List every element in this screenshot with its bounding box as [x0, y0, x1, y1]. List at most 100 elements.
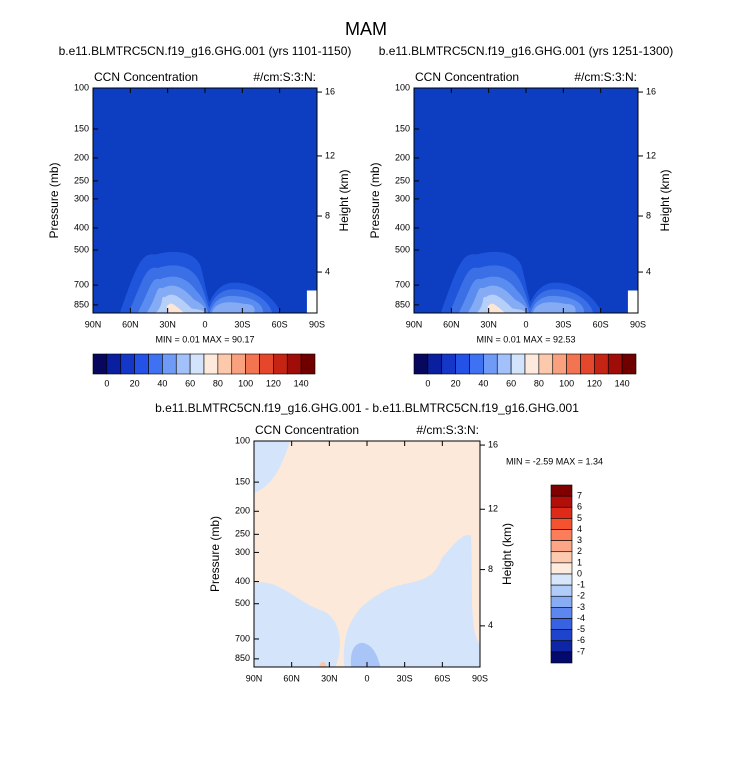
- colorbar-box: [175, 353, 191, 375]
- y2-tick-label: 16: [646, 86, 656, 96]
- colorbar-label: 100: [559, 378, 574, 388]
- y-tick-label: 200: [395, 152, 410, 162]
- contour-fill: [414, 88, 638, 313]
- stats: MIN = 0.01 MAX = 90.17: [155, 334, 254, 344]
- colorbar-label: 1: [577, 557, 582, 567]
- right-label: #/cm:S:3:N:: [253, 70, 316, 84]
- colorbar-box: [538, 353, 554, 375]
- y-tick-label: 300: [235, 547, 250, 557]
- contour-band: [532, 302, 576, 313]
- colorbar-label: 100: [238, 378, 253, 388]
- x-tick-label: 0: [202, 319, 207, 329]
- contour-fill: [93, 88, 317, 313]
- x-tick-label: 90N: [85, 319, 102, 329]
- y-tick-label: 400: [395, 222, 410, 232]
- colorbar-box: [203, 353, 219, 375]
- y-tick-label: 850: [395, 299, 410, 309]
- colorbar-label: 140: [615, 378, 630, 388]
- contour-band: [343, 535, 480, 667]
- x-tick-label: 30N: [480, 319, 497, 329]
- contour-band: [319, 661, 327, 667]
- panel: b.e11.BLMTRC5CN.f19_g16.GHG.001 (yrs 110…: [47, 44, 351, 329]
- colorbar-label: 6: [577, 502, 582, 512]
- colorbar-box: [550, 573, 573, 586]
- x-tick-label: 60N: [443, 319, 460, 329]
- y2-tick-label: 12: [488, 504, 498, 514]
- colorbar-box: [92, 353, 108, 375]
- colorbar-box: [550, 584, 573, 597]
- panel: b.e11.BLMTRC5CN.f19_g16.GHG.001 - b.e11.…: [155, 401, 579, 683]
- colorbar-box: [483, 353, 498, 375]
- contour-band: [164, 303, 194, 313]
- left-label: CCN Concentration: [415, 70, 519, 84]
- x-tick-label: 0: [364, 673, 369, 683]
- y2-tick-label: 8: [646, 210, 651, 220]
- colorbar-box: [120, 353, 135, 375]
- panel-title: b.e11.BLMTRC5CN.f19_g16.GHG.001 - b.e11.…: [155, 401, 579, 415]
- colorbar-label: 5: [577, 513, 582, 523]
- colorbar-box: [469, 353, 484, 375]
- x-tick-label: 30N: [159, 319, 176, 329]
- colorbar-box: [550, 484, 573, 497]
- colorbar-box: [550, 495, 573, 508]
- colorbar-box: [580, 353, 595, 375]
- contours: [254, 441, 480, 667]
- colorbar-label: 20: [130, 378, 140, 388]
- colorbar-box: [550, 640, 573, 653]
- y2-tick-label: 8: [488, 564, 493, 574]
- y-axis-label: Pressure (mb): [47, 162, 61, 238]
- colorbar-label: 0: [425, 378, 430, 388]
- x-tick-label: 90S: [472, 673, 488, 683]
- colorbar-box: [300, 353, 316, 375]
- colorbar-label: -4: [577, 613, 585, 623]
- y-axis-label: Pressure (mb): [368, 162, 382, 238]
- contours: [93, 88, 317, 313]
- colorbar-box: [566, 353, 581, 375]
- colorbar-box: [231, 353, 246, 375]
- y-tick-label: 100: [395, 82, 410, 92]
- y-tick-label: 150: [235, 477, 250, 487]
- y-tick-label: 250: [235, 529, 250, 539]
- colorbar-box: [245, 353, 260, 375]
- colorbar-box: [189, 353, 205, 375]
- colorbar-label: 60: [506, 378, 516, 388]
- stats: MIN = 0.01 MAX = 92.53: [476, 334, 575, 344]
- contour-band: [485, 303, 515, 313]
- colorbar-box: [550, 595, 573, 608]
- colorbar-label: 0: [577, 568, 582, 578]
- y-tick-label: 300: [395, 193, 410, 203]
- y2-tick-label: 4: [488, 620, 493, 630]
- y-tick-label: 700: [235, 633, 250, 643]
- y-tick-label: 250: [74, 175, 89, 185]
- x-tick-label: 30S: [234, 319, 250, 329]
- colorbar-box: [524, 353, 540, 375]
- colorbar-box: [621, 353, 637, 375]
- colorbar-box: [550, 518, 573, 530]
- colorbar-label: 20: [451, 378, 461, 388]
- y2-axis-label: Height (km): [658, 169, 672, 231]
- x-tick-label: 60S: [434, 673, 450, 683]
- colorbar-box: [550, 629, 573, 642]
- left-label: CCN Concentration: [255, 423, 359, 437]
- y-tick-label: 100: [74, 82, 89, 92]
- right-label: #/cm:S:3:N:: [574, 70, 637, 84]
- y-tick-label: 150: [395, 123, 410, 133]
- y-tick-label: 850: [235, 653, 250, 663]
- y-tick-label: 500: [395, 244, 410, 254]
- panel-title: b.e11.BLMTRC5CN.f19_g16.GHG.001 (yrs 125…: [379, 44, 674, 58]
- colorbar-box: [441, 353, 456, 375]
- contour-band: [211, 302, 255, 313]
- colorbar-label: 7: [577, 491, 582, 501]
- contour-band: [254, 582, 340, 667]
- colorbar-label: -5: [577, 624, 585, 634]
- colorbar-label: 0: [104, 378, 109, 388]
- colorbar-box: [259, 353, 274, 375]
- colorbar-box: [550, 651, 573, 664]
- colorbar-label: 60: [185, 378, 195, 388]
- colorbar-label: -6: [577, 635, 585, 645]
- y-tick-label: 250: [395, 175, 410, 185]
- x-tick-label: 90N: [406, 319, 423, 329]
- y-tick-label: 700: [395, 279, 410, 289]
- y2-tick-label: 16: [488, 439, 498, 449]
